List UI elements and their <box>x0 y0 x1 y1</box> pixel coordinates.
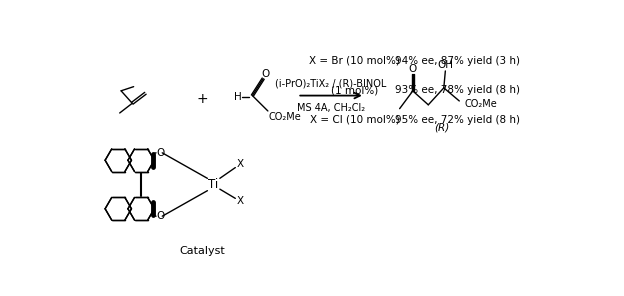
Text: H: H <box>234 92 241 102</box>
Text: O: O <box>261 69 270 79</box>
Text: X = Br (10 mol%): X = Br (10 mol%) <box>310 56 400 66</box>
Text: (R): (R) <box>435 123 450 133</box>
Text: Ti: Ti <box>208 178 219 191</box>
Text: MS 4A, CH₂Cl₂: MS 4A, CH₂Cl₂ <box>296 103 364 113</box>
Text: 93% ee, 78% yield (8 h): 93% ee, 78% yield (8 h) <box>395 85 520 95</box>
Text: 95% ee, 72% yield (8 h): 95% ee, 72% yield (8 h) <box>395 115 520 125</box>
Text: CO₂Me: CO₂Me <box>465 99 497 109</box>
Text: CO₂Me: CO₂Me <box>268 112 301 122</box>
Text: O: O <box>409 65 417 74</box>
Text: O: O <box>157 148 165 158</box>
Text: OH: OH <box>437 60 454 70</box>
Text: O: O <box>157 211 165 221</box>
Text: X: X <box>236 197 243 206</box>
Text: Catalyst: Catalyst <box>179 246 225 256</box>
Text: X = Cl (10 mol%): X = Cl (10 mol%) <box>310 115 399 125</box>
Text: (i-PrO)₂TiX₂ / (R)-BINOL: (i-PrO)₂TiX₂ / (R)-BINOL <box>275 78 386 88</box>
Text: X: X <box>236 160 243 170</box>
Text: (1 mol%): (1 mol%) <box>331 85 378 95</box>
Text: 94% ee, 87% yield (3 h): 94% ee, 87% yield (3 h) <box>395 56 520 66</box>
Text: +: + <box>196 92 208 106</box>
